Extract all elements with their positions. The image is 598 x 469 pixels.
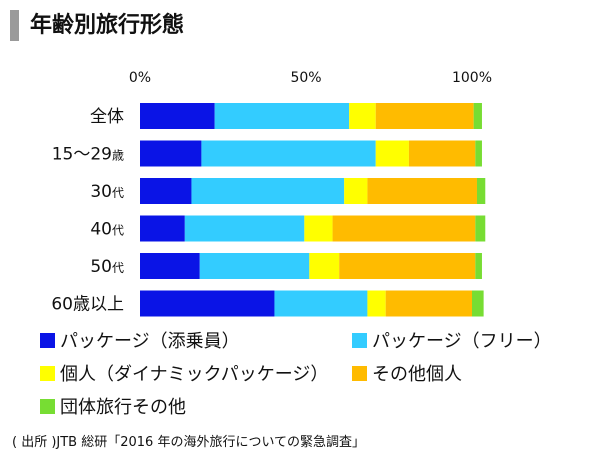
bar-row-0 (140, 103, 482, 129)
legend-label-3: その他個人 (372, 364, 462, 385)
legend-label-2: 個人（ダイナミックパッケージ） (60, 364, 329, 385)
legend-item-1: パッケージ（フリー） (352, 330, 552, 354)
bar-segment-2-2 (344, 178, 368, 204)
category-label-2: 30代 (90, 182, 124, 202)
category-label-5: 60歳以上 (51, 295, 124, 315)
legend-item-2: 個人（ダイナミックパッケージ） (40, 363, 328, 387)
legend-label-4: 団体旅行その他 (60, 397, 186, 418)
legend-label-0: パッケージ（添乗員） (60, 331, 240, 352)
bar-segment-1-1 (201, 140, 376, 167)
bar-segment-3-0 (140, 215, 185, 242)
bar-segment-1-3 (408, 140, 476, 167)
legend-swatch-2 (40, 366, 55, 381)
bar-segment-3-1 (184, 215, 305, 242)
stacked-bar-chart: 0% 50% 100% 全体 15～29歳 30代 40代 50代 60歳以上 (51, 70, 492, 317)
legend-item-3: その他個人 (352, 363, 462, 387)
bar-row-2 (140, 178, 486, 204)
source-note: ( 出所 )JTB 総研「2016 年の海外旅行についての緊急調査」 (12, 435, 366, 450)
legend-item-4: 団体旅行その他 (40, 396, 186, 420)
legend-label-1: パッケージ（フリー） (372, 331, 552, 352)
bar-segment-3-2 (304, 215, 333, 242)
bar-segment-0-3 (375, 103, 474, 129)
bar-segment-1-2 (375, 140, 409, 167)
bar-segment-4-3 (339, 253, 476, 279)
category-label-4: 50代 (90, 257, 124, 277)
legend-swatch-1 (352, 333, 367, 348)
bar-row-4 (140, 253, 482, 279)
chart-title: 年齢別旅行形態 (30, 13, 185, 38)
bar-segment-2-0 (140, 178, 192, 204)
bar-segment-3-3 (332, 215, 476, 242)
bar-segment-5-2 (367, 290, 386, 317)
bar-segment-2-4 (476, 178, 486, 204)
bar-segment-5-3 (385, 290, 472, 317)
bar-segment-0-2 (349, 103, 376, 129)
x-tick-label-2: 100% (452, 70, 492, 86)
bar-row-1 (140, 140, 482, 167)
x-tick-label-0: 0% (129, 70, 151, 86)
bar-row-3 (140, 215, 486, 242)
x-tick-label-1: 50% (290, 70, 321, 86)
bar-segment-2-1 (191, 178, 345, 204)
bar-segment-4-4 (475, 253, 482, 279)
bar-row-5 (140, 290, 484, 317)
category-label-0: 全体 (90, 107, 124, 127)
bar-segment-2-3 (367, 178, 477, 204)
legend-item-0: パッケージ（添乗員） (40, 330, 240, 354)
bar-groups (140, 103, 486, 317)
x-axis-ticks: 0% 50% 100% (129, 70, 492, 86)
legend-swatch-0 (40, 333, 55, 348)
bar-segment-4-1 (199, 253, 310, 279)
bar-segment-1-0 (140, 140, 202, 167)
legend-swatch-3 (352, 366, 367, 381)
bar-segment-0-0 (140, 103, 215, 129)
legend-swatch-4 (40, 399, 55, 414)
bar-segment-1-4 (475, 140, 482, 167)
title-accent-bar (10, 10, 19, 41)
category-label-3: 40代 (90, 220, 124, 240)
bar-segment-5-4 (472, 290, 484, 317)
bar-segment-4-0 (140, 253, 200, 279)
bar-segment-3-4 (475, 215, 486, 242)
bar-segment-4-2 (309, 253, 340, 279)
bar-segment-5-0 (140, 290, 275, 317)
bar-segment-0-4 (473, 103, 482, 129)
bar-segment-0-1 (214, 103, 350, 129)
y-axis-categories: 全体 15～29歳 30代 40代 50代 60歳以上 (51, 107, 124, 315)
bar-segment-5-1 (274, 290, 368, 317)
category-label-1: 15～29歳 (52, 145, 124, 165)
